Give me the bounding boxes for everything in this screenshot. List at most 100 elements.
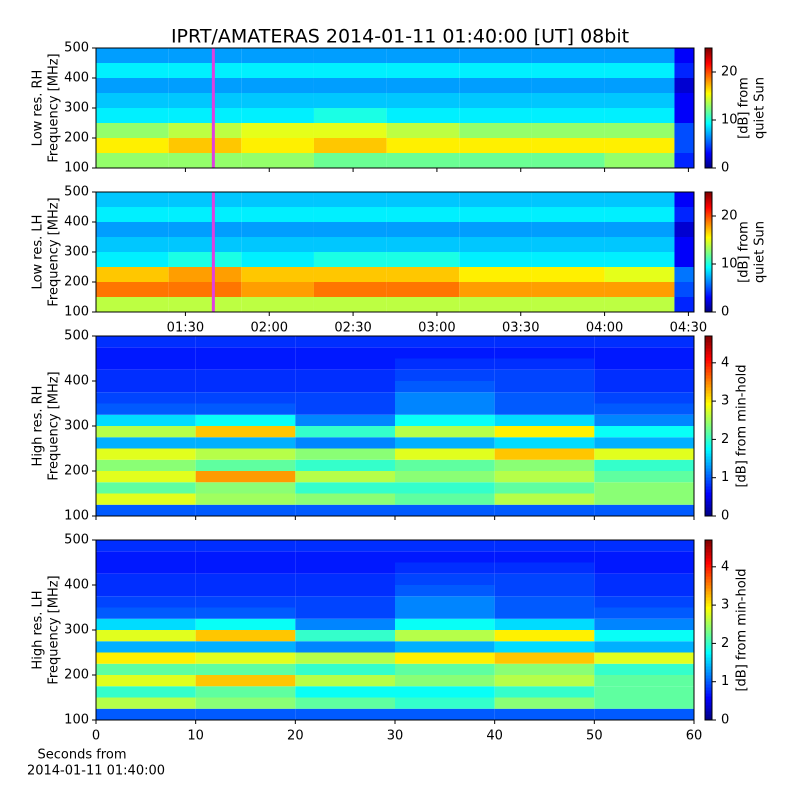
y-axis-label: Frequency [MHz] [47,371,62,480]
colorbar-step [705,507,712,511]
heatmap-cell [674,153,694,168]
heatmap-cell [494,426,595,438]
heatmap-cell [96,540,196,552]
heatmap-cell [96,282,169,297]
heatmap-cell [96,207,169,222]
colorbar-step [705,80,712,83]
heatmap-cell [395,596,495,608]
colorbar-step [705,504,712,508]
colorbar-step [705,561,712,565]
heatmap-cell [604,48,675,63]
colorbar-step [705,136,712,139]
colorbar-step [705,399,712,403]
heatmap-cell [168,138,242,153]
colorbar-step [705,264,712,267]
x-tick-label: 10 [187,729,204,744]
heatmap-cell [313,123,387,138]
heatmap-cell [168,123,242,138]
heatmap-cell [195,686,296,698]
heatmap-cell [395,663,495,675]
heatmap-cell [674,108,694,123]
heatmap-cell [674,222,694,237]
colorbar-frame [704,335,713,517]
colorbar-step [705,52,712,55]
y-axis-label: High res. LH [31,590,46,669]
heatmap-cell [459,93,532,108]
heatmap-cell [395,358,495,370]
colorbar-step [705,274,712,277]
y-tick-label: 300 [64,623,89,638]
heatmap-cell [195,708,296,720]
y-tick-label: 500 [64,329,89,344]
colorbar-step [705,138,712,141]
colorbar-step [705,306,712,309]
heatmap-cell [295,358,395,370]
colorbar-step [705,636,712,640]
colorbar-step [705,300,712,303]
y-tick-label: 300 [64,101,89,116]
y-tick-label: 400 [64,578,89,593]
colorbar-label: [dB] from [737,221,752,283]
y-axis-label: Frequency [MHz] [47,197,62,306]
heatmap-cell [96,675,196,687]
heatmap-cell [459,78,532,93]
heatmap-cell [594,426,694,438]
y-tick-label: 100 [64,509,89,524]
heatmap-cell [96,252,169,267]
colorbar-step [705,567,712,571]
heatmap-cell [168,222,242,237]
colorbar-step [705,642,712,646]
heatmap-cell [295,663,395,675]
heatmap-cell [195,663,296,675]
heatmap-cell [195,562,296,574]
heatmap-cell [241,267,314,282]
colorbar-step [705,256,712,259]
y-tick-label: 400 [64,374,89,389]
heatmap-cell [96,641,196,653]
heatmap-cell [386,252,460,267]
x-tick-label: 04:00 [586,321,623,336]
heatmap-cell [195,358,296,370]
heatmap-cell [594,708,694,720]
heatmap-cell [96,504,196,516]
colorbar-tick-label: 0 [721,713,729,728]
colorbar-step [705,486,712,490]
heatmap-cell [168,63,242,78]
colorbar-tick-label: 10 [721,113,738,128]
heatmap-cell [494,562,595,574]
heatmap-cell [531,138,605,153]
heatmap-cell [96,414,196,426]
colorbar-step [705,675,712,679]
colorbar-step [705,106,712,109]
colorbar-step [705,666,712,670]
colorbar-step [705,360,712,364]
heatmap-cell [313,108,387,123]
heatmap-cell [386,282,460,297]
heatmap-cell [313,63,387,78]
colorbar-step [705,714,712,718]
colorbar-step [705,375,712,379]
y-tick-label: 200 [64,275,89,290]
heatmap-cell [594,697,694,709]
colorbar-step [705,450,712,454]
heatmap-cell [96,652,196,664]
heatmap-cell [494,347,595,359]
colorbar-step [705,252,712,255]
heatmap-cell [313,153,387,168]
colorbar-step [705,657,712,661]
colorbar-tick-label: 1 [721,470,729,485]
heatmap-cell [195,493,296,505]
y-tick-label: 100 [64,161,89,176]
heatmap-cell [395,403,495,415]
heatmap-cell [395,607,495,619]
colorbar-step [705,134,712,137]
heatmap-cell [594,630,694,642]
heatmap-cell [395,618,495,630]
heatmap-cell [195,551,296,563]
heatmap-cell [594,686,694,698]
colorbar-step [705,585,712,589]
colorbar-step [705,564,712,568]
colorbar-step [705,210,712,213]
heatmap-cell [674,93,694,108]
